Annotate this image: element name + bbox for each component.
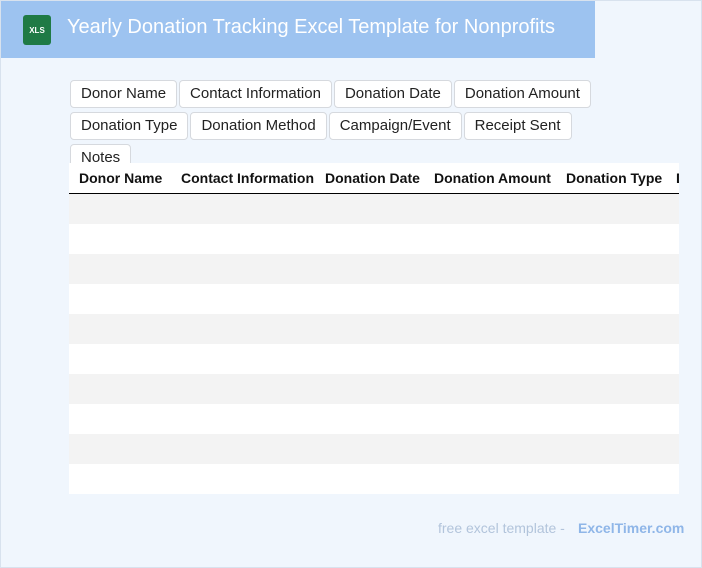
footer-text: free excel template - (438, 520, 565, 536)
title: Yearly Donation Tracking Excel Template … (67, 16, 556, 38)
table-header: Donor Name Contact Information Donation Da… (69, 163, 679, 194)
file-icon: XLS (23, 15, 51, 45)
field-chip[interactable]: Donor Name (70, 80, 178, 108)
field-chip[interactable]: Donation Method (190, 112, 327, 140)
table-row (69, 404, 679, 434)
field-chip[interactable]: Campaign/Event (328, 112, 462, 140)
field-chips: Donor Name Contact Information Donation Da… (70, 80, 610, 172)
table-row (69, 434, 679, 464)
column-header: Donation Date (325, 170, 420, 186)
table-row (69, 224, 679, 254)
table-row (69, 284, 679, 314)
table: Donor Name Contact Information Donation Da… (69, 163, 679, 494)
column-header: Donation Amount (434, 170, 551, 186)
table-row (69, 314, 679, 344)
field-chip[interactable]: Donation Date (333, 80, 452, 108)
field-chip[interactable]: Contact Information (179, 80, 332, 108)
column-header: Donation Type (566, 170, 663, 186)
table-row (69, 254, 679, 284)
table-row (69, 374, 679, 404)
header-bar: XLS Yearly Donation Tracking Excel Templ… (1, 1, 595, 58)
field-chip[interactable]: Donation Amount (453, 80, 591, 108)
table-row (69, 194, 679, 224)
footer-brand[interactable]: ExcelTimer.com (578, 520, 685, 536)
table-body (69, 194, 679, 494)
column-header: Donor Name (79, 170, 163, 186)
field-chip[interactable]: Donation Type (70, 112, 189, 140)
column-header: Contact Information (181, 170, 314, 186)
field-chip[interactable]: Receipt Sent (463, 112, 572, 140)
table-row (69, 464, 679, 494)
column-header: Donation Method (666, 163, 679, 193)
table-row (69, 344, 679, 374)
